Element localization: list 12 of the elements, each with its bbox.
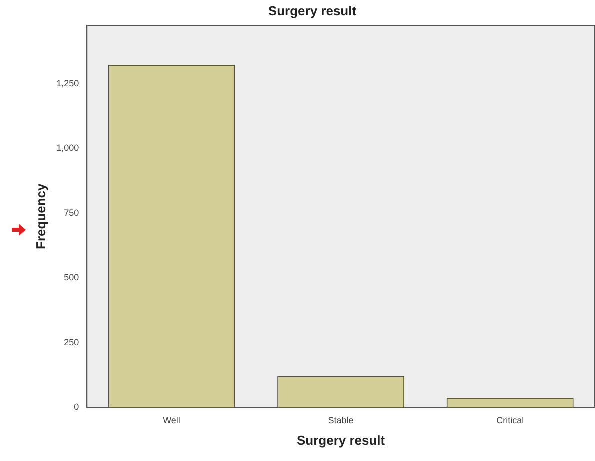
y-axis-title: Frequency [33, 182, 48, 250]
y-tick-label: 750 [64, 208, 80, 218]
x-tick-label: Critical [496, 415, 524, 426]
y-tick-label: 250 [64, 337, 80, 348]
y-tick-label: 0 [74, 402, 80, 412]
y-tick-label: 1,000 [56, 143, 80, 154]
y-tick-label: 500 [64, 272, 80, 283]
x-axis-title: Surgery result [296, 432, 386, 448]
x-tick-label: Stable [328, 415, 354, 426]
y-tick-label: 1,250 [56, 78, 80, 88]
chart-title: Surgery result [268, 3, 358, 18]
x-tick-label: Well [163, 415, 180, 426]
